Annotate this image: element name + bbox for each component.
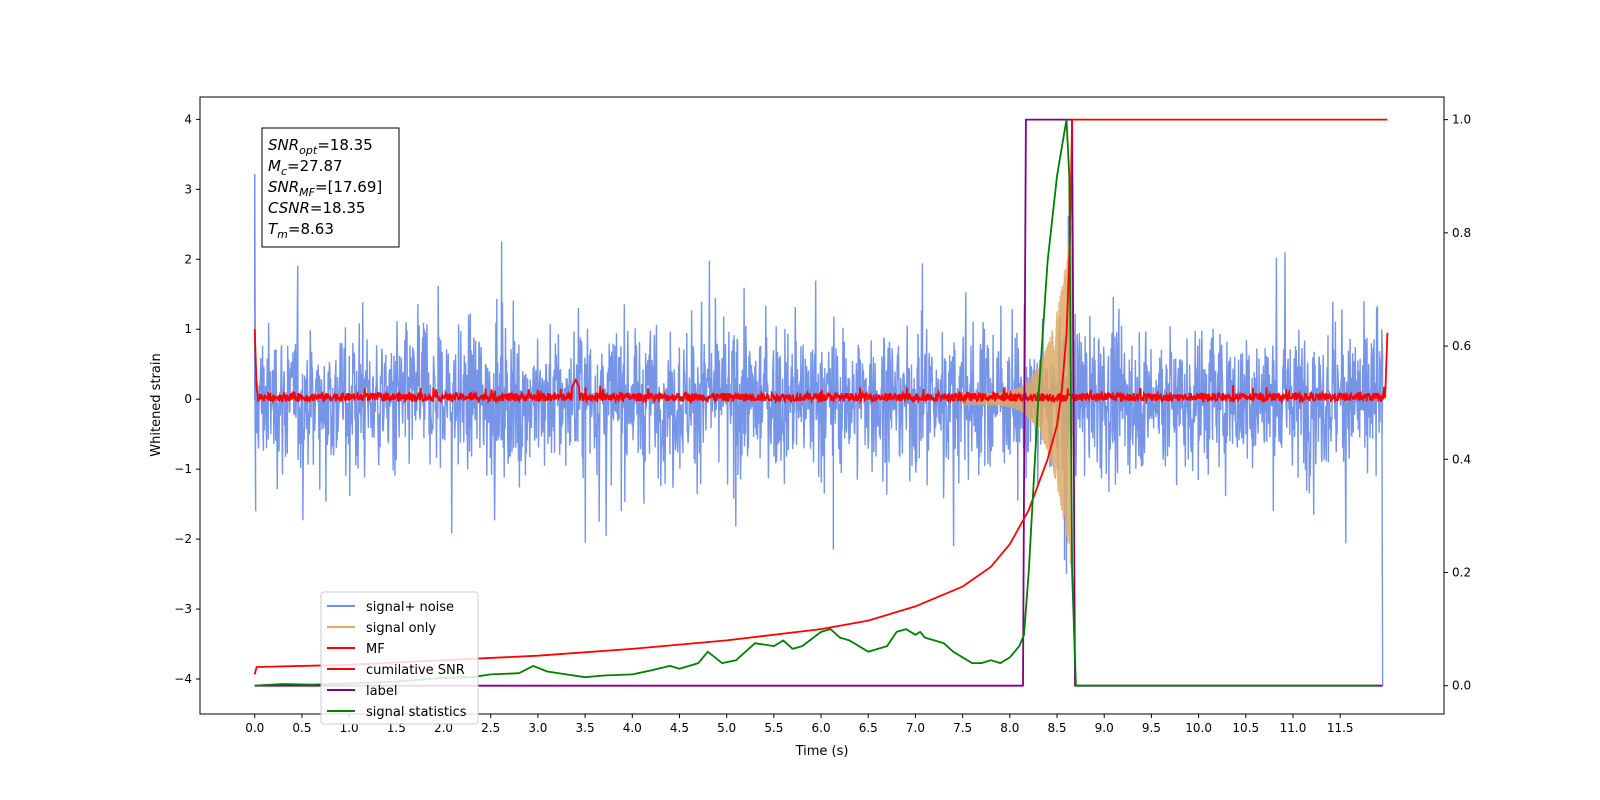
y-tick-label: 4: [184, 112, 192, 126]
x-tick-label: 3.5: [576, 721, 595, 735]
annotation-symbol: CSNR: [268, 199, 310, 217]
legend-label: signal only: [366, 621, 436, 636]
annotation-line: Tm=8.63: [268, 220, 334, 241]
y-tick-label: 2: [184, 252, 192, 266]
legend-frame: [320, 591, 479, 725]
y2-tick-label: 0.6: [1452, 339, 1471, 353]
y2-tick-label: 0.0: [1452, 679, 1471, 693]
y-axis-right: 1.0 0.8 0.6 0.4 0.2 0.0: [1444, 113, 1471, 693]
x-tick-label: 9.0: [1095, 721, 1114, 735]
legend-label: label: [366, 684, 397, 699]
y-tick-label: −4: [174, 672, 192, 686]
series-cumilative-snr: [253, 118, 1388, 675]
annotation-value: =18.35: [310, 199, 366, 217]
annotation-subscript: MF: [299, 186, 315, 199]
legend-label: MF: [366, 642, 385, 657]
x-tick-label: 0.5: [292, 721, 311, 735]
x-tick-label: 5.0: [717, 721, 736, 735]
y-axis-left: 4 3 2 1 0 −1 −2 −3 −4: [174, 112, 200, 686]
x-tick-label: 6.5: [859, 721, 878, 735]
annotation-line: Mc=27.87: [268, 157, 343, 178]
series-mf: [253, 329, 1389, 405]
annotation-lines: SNRopt=18.35Mc=27.87SNRMF=[17.69]CSNR=18…: [268, 136, 382, 241]
plot-frame: [199, 96, 1445, 715]
x-tick-label: 10.5: [1232, 721, 1259, 735]
annotation-symbol: T: [268, 220, 279, 238]
annotation-line: SNRopt=18.35: [268, 136, 373, 157]
x-tick-label: 4.0: [623, 721, 642, 735]
x-tick-label: 11.5: [1327, 721, 1354, 735]
annotation-value: =[17.69]: [315, 178, 382, 196]
y-tick-label: 0: [184, 392, 192, 406]
x-tick-label: 8.0: [1000, 721, 1019, 735]
legend-label: cumilative SNR: [366, 663, 465, 678]
annotation-frame: [261, 127, 400, 248]
y2-tick-label: 0.8: [1452, 226, 1471, 240]
legend-items: signal+ noise signal only MF cumilative SNR…: [327, 600, 467, 720]
y2-tick-label: 0.2: [1452, 565, 1471, 579]
annotation-line: CSNR=18.35: [268, 199, 365, 217]
annotation-subscript: opt: [299, 144, 318, 157]
annotation-box: SNRopt=18.35Mc=27.87SNRMF=[17.69]CSNR=18…: [261, 127, 400, 248]
y-tick-label: 1: [184, 322, 192, 336]
y2-tick-label: 1.0: [1452, 113, 1471, 127]
x-tick-label: 3.0: [528, 721, 547, 735]
x-tick-label: 6.0: [812, 721, 831, 735]
legend-label: signal statistics: [366, 705, 467, 720]
x-tick-label: 11.0: [1280, 721, 1307, 735]
annotation-subscript: c: [281, 165, 287, 178]
x-tick-label: 0.0: [245, 721, 264, 735]
y-tick-label: 3: [184, 182, 192, 196]
annotation-symbol: M: [268, 157, 281, 175]
series-signal-noise: [253, 173, 1384, 687]
y-tick-label: −2: [174, 532, 192, 546]
x-tick-label: 4.5: [670, 721, 689, 735]
y2-tick-label: 0.4: [1452, 452, 1471, 466]
x-tick-label: 10.0: [1185, 721, 1212, 735]
annotation-symbol: SNR: [268, 178, 299, 196]
annotation-line: SNRMF=[17.69]: [268, 178, 382, 199]
series-layer: [253, 118, 1389, 687]
annotation-symbol: SNR: [268, 136, 299, 154]
x-axis-label: Time (s): [795, 744, 849, 759]
annotation-subscript: m: [277, 228, 288, 241]
x-tick-label: 8.5: [1047, 721, 1066, 735]
x-tick-label: 9.5: [1142, 721, 1161, 735]
x-tick-label: 7.5: [953, 721, 972, 735]
y-axis-label: Whitened strain: [149, 353, 164, 456]
y-tick-label: −1: [174, 462, 192, 476]
y-tick-label: −3: [174, 602, 192, 616]
series-signal-statistics: [254, 118, 1378, 687]
legend: signal+ noise signal only MF cumilative SNR…: [320, 591, 479, 725]
annotation-value: =8.63: [288, 220, 334, 238]
annotation-value: =27.87: [287, 157, 343, 175]
x-tick-label: 5.5: [764, 721, 783, 735]
x-tick-label: 7.0: [906, 721, 925, 735]
annotation-value: =18.35: [317, 136, 373, 154]
x-tick-label: 2.5: [481, 721, 500, 735]
legend-label: signal+ noise: [366, 600, 454, 615]
